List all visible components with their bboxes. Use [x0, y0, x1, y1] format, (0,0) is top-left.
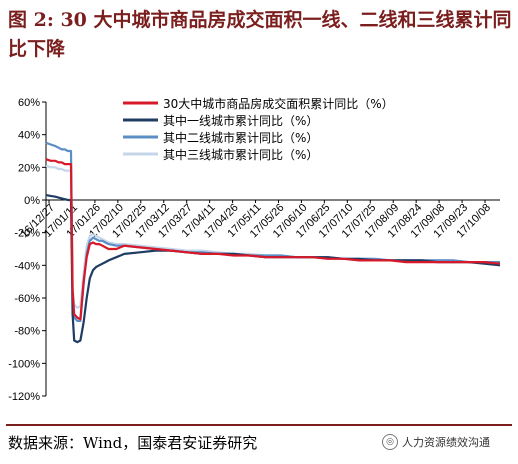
y-tick-label: -80%: [14, 326, 40, 338]
legend-label-tier3: 其中三线城市累计同比（%）: [163, 147, 318, 162]
y-tick-label: 40%: [18, 130, 40, 142]
source-note: 数据来源：Wind，国泰君安证券研究: [8, 434, 258, 452]
chart-title: 图 2: 30 大中城市商品房成交面积一线、二线和三线累计同比下降: [8, 9, 512, 60]
legend-label-tier2: 其中二线城市累计同比（%）: [163, 130, 318, 145]
watermark: ◎ 人力资源绩效沟通: [382, 434, 490, 450]
y-tick-label: 20%: [18, 162, 40, 174]
legend-label-tier1: 其中一线城市累计同比（%）: [163, 113, 318, 128]
y-tick-label: -100%: [8, 358, 40, 370]
series-line-total: [45, 158, 501, 321]
y-tick-label: 0%: [24, 195, 40, 207]
watermark-text: 人力资源绩效沟通: [402, 436, 490, 449]
wechat-icon: ◎: [382, 434, 398, 450]
y-tick-label: -60%: [14, 293, 40, 305]
line-chart: 60%40%20%0%-20%-40%-60%-80%-100%-120% 16…: [8, 96, 501, 403]
y-tick-label: 60%: [18, 97, 40, 109]
y-tick-label: -40%: [14, 260, 40, 272]
y-tick-label: -120%: [8, 391, 40, 403]
y-axis: 60% 40% 20% 0% -20% -40% -60% -80% -100% -120%: [8, 97, 47, 403]
footer-divider: [6, 424, 512, 426]
legend-label-total: 30大中城市商品房成交面积累计同比（%）: [163, 96, 394, 111]
series-lines: [45, 141, 501, 344]
y-tick-label: -20%: [14, 228, 40, 240]
legend: 30大中城市商品房成交面积累计同比（%） 其中一线城市累计同比（%） 其中二线城市累…: [123, 96, 394, 162]
